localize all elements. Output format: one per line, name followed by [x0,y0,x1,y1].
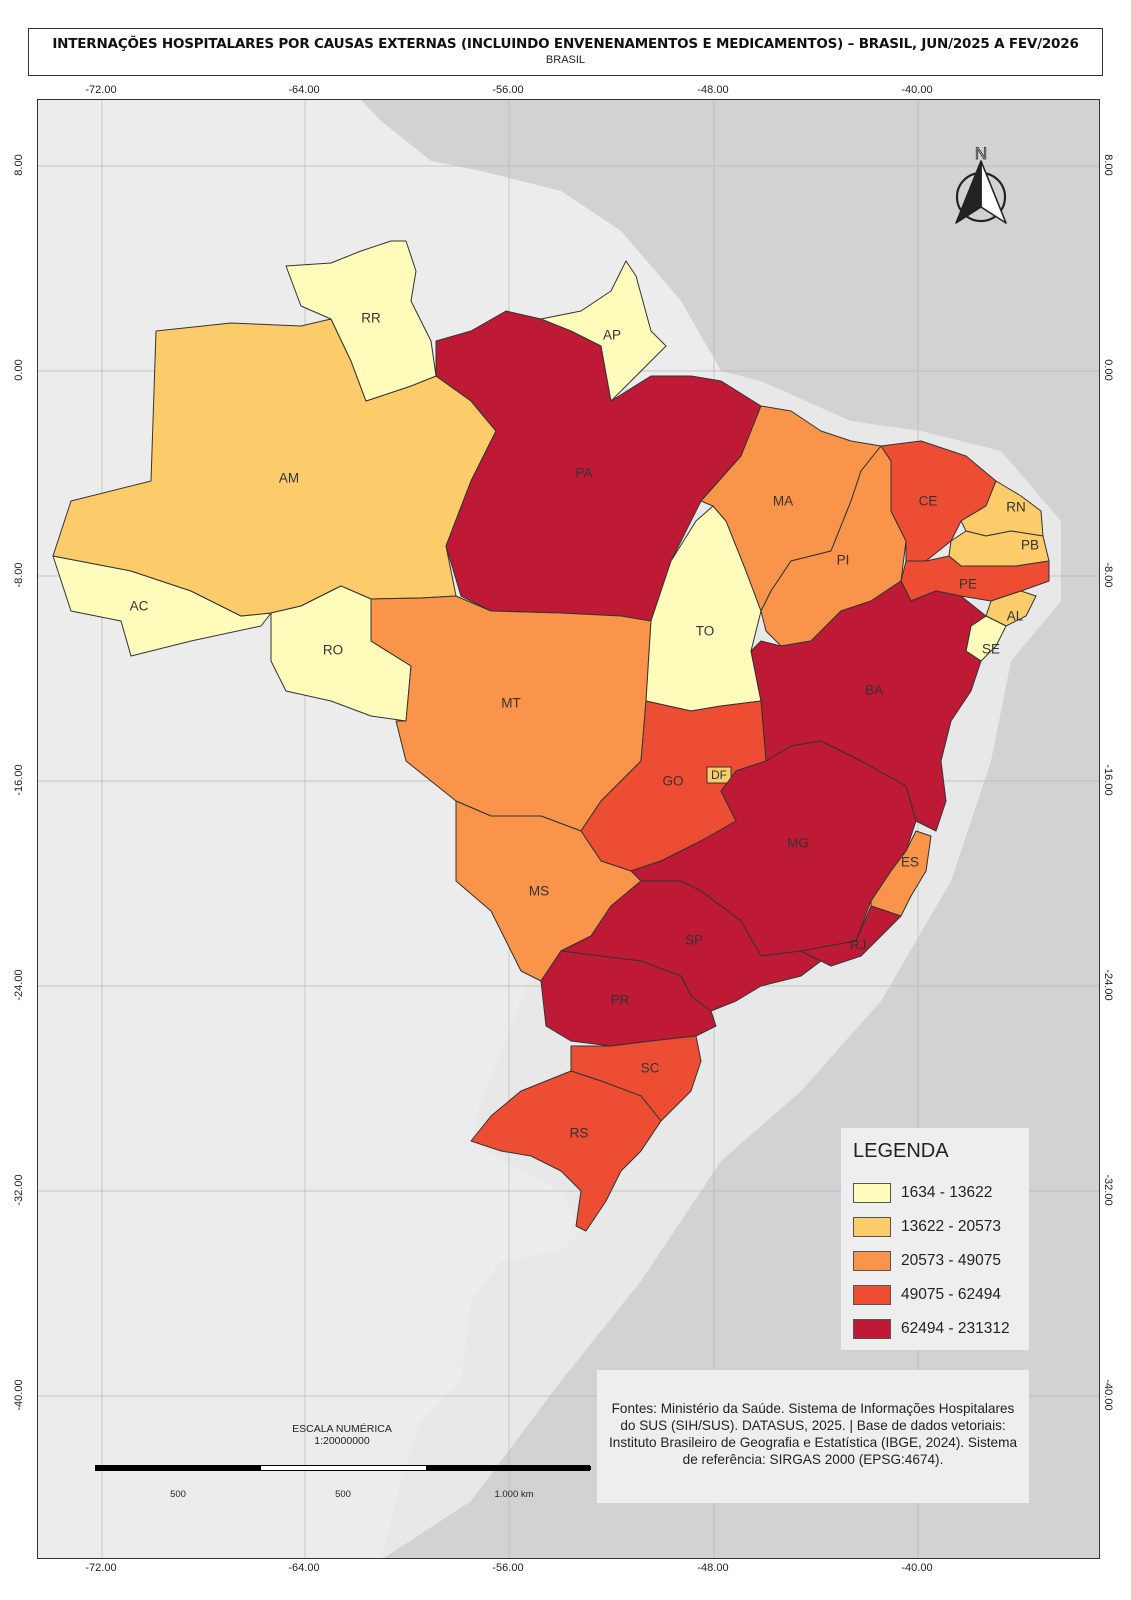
legend-item: 20573 - 49075 [853,1250,1001,1272]
legend-item: 1634 - 13622 [853,1182,992,1204]
lon-label-top: -48.00 [697,84,729,96]
lon-label-top: -56.00 [492,84,524,96]
uf-label-RS: RS [570,1126,589,1141]
lat-label-left: -24.00 [13,969,25,1001]
legend-label: 49075 - 62494 [901,1286,1001,1303]
legend-swatch [853,1251,891,1271]
scale-label: 500 [170,1489,186,1500]
lon-label-bottom: -40.00 [901,1562,933,1574]
uf-label-MT: MT [501,696,521,711]
lat-label-right: -32.00 [1102,1174,1114,1206]
lon-label-top: -64.00 [288,84,320,96]
scale-title-line1: ESCALA NUMÉRICA [292,1423,392,1435]
lat-label-right: 0.00 [1102,359,1114,381]
north-letter: N [975,144,987,163]
uf-label-BA: BA [865,683,883,698]
legend-label: 1634 - 13622 [901,1184,993,1201]
map-subtitle: BRASIL [545,54,586,66]
lat-label-left: -16.00 [13,764,25,796]
uf-label-SE: SE [982,642,1000,657]
north-arrow: N [955,144,1007,224]
lon-label-bottom: -72.00 [85,1562,117,1574]
legend-item: 49075 - 62494 [853,1284,1001,1306]
lat-label-right: -8.00 [1102,562,1114,588]
uf-label-TO: TO [696,624,715,639]
legend-item: 13622 - 20573 [853,1216,1001,1238]
uf-label-PA: PA [575,466,592,481]
lon-label-bottom: -48.00 [697,1562,729,1574]
legend-swatch [853,1285,891,1305]
uf-label-RN: RN [1006,500,1026,515]
state-AP[interactable] [540,260,667,402]
uf-label-MG: MG [787,836,809,851]
uf-label-RR: RR [361,311,381,326]
uf-label-AC: AC [130,599,149,614]
uf-label-AM: AM [279,471,299,486]
uf-label-PR: PR [611,993,630,1008]
uf-label-SP: SP [685,933,703,948]
uf-label-SC: SC [641,1061,660,1076]
lon-label-bottom: -64.00 [288,1562,320,1574]
legend-swatch [853,1183,891,1203]
legend-title: LEGENDA [853,1140,949,1162]
state-ES[interactable] [870,830,932,917]
scale-label: 1.000 km [494,1489,534,1500]
legend-swatch [853,1217,891,1237]
lat-label-right: 8.00 [1102,154,1114,176]
lat-label-left: -40.00 [13,1379,25,1411]
lon-label-top: -72.00 [85,84,117,96]
scale-bar [95,1465,591,1471]
map-title: INTERNAÇÕES HOSPITALARES POR CAUSAS EXTE… [52,36,1079,52]
state-PR[interactable] [540,950,717,1047]
lat-label-right: -24.00 [1102,969,1114,1001]
uf-label-ES: ES [901,855,919,870]
sources-note: Fontes: Ministério da Saúde. Sistema de … [597,1370,1029,1503]
uf-label-DF: DF [711,768,727,782]
legend-label: 20573 - 49075 [901,1252,1001,1269]
lat-label-left: -32.00 [13,1174,25,1206]
state-RS[interactable] [470,1070,662,1232]
uf-label-PI: PI [837,553,850,568]
legend-label: 62494 - 231312 [901,1320,1010,1337]
lat-label-left: 8.00 [13,154,25,176]
legend-swatch [853,1319,891,1339]
uf-label-RO: RO [323,643,343,658]
lat-label-right: -40.00 [1102,1379,1114,1411]
scale-segment [96,1466,261,1470]
lat-label-right: -16.00 [1102,764,1114,796]
lon-label-top: -40.00 [901,84,933,96]
scale-segment [426,1466,591,1470]
lat-label-left: 0.00 [13,359,25,381]
uf-label-CE: CE [919,494,938,509]
uf-label-GO: GO [662,774,683,789]
uf-label-PE: PE [959,577,977,592]
state-labels: AC AM RR RO PA AP MT TO MA PI CE RN PB P… [130,311,1039,1141]
legend-panel: LEGENDA 1634 - 13622 13622 - 20573 20573… [841,1128,1029,1350]
scale-title-line2: 1:20000000 [314,1435,370,1447]
uf-label-AP: AP [603,328,621,343]
scale-segment [261,1466,426,1470]
uf-label-MS: MS [529,884,549,899]
scale-title: ESCALA NUMÉRICA 1:20000000 [262,1423,422,1447]
legend-label: 13622 - 20573 [901,1218,1001,1235]
uf-label-RJ: RJ [850,938,867,953]
state-RR[interactable] [285,240,437,402]
uf-label-AL: AL [1007,609,1024,624]
lon-label-bottom: -56.00 [492,1562,524,1574]
legend-item: 62494 - 231312 [853,1318,1010,1340]
state-RJ[interactable] [800,905,902,967]
scale-label: 500 [335,1489,351,1500]
map-title-box: INTERNAÇÕES HOSPITALARES POR CAUSAS EXTE… [28,28,1103,76]
uf-label-MA: MA [773,494,793,509]
uf-label-PB: PB [1021,538,1039,553]
lat-label-left: -8.00 [13,562,25,588]
